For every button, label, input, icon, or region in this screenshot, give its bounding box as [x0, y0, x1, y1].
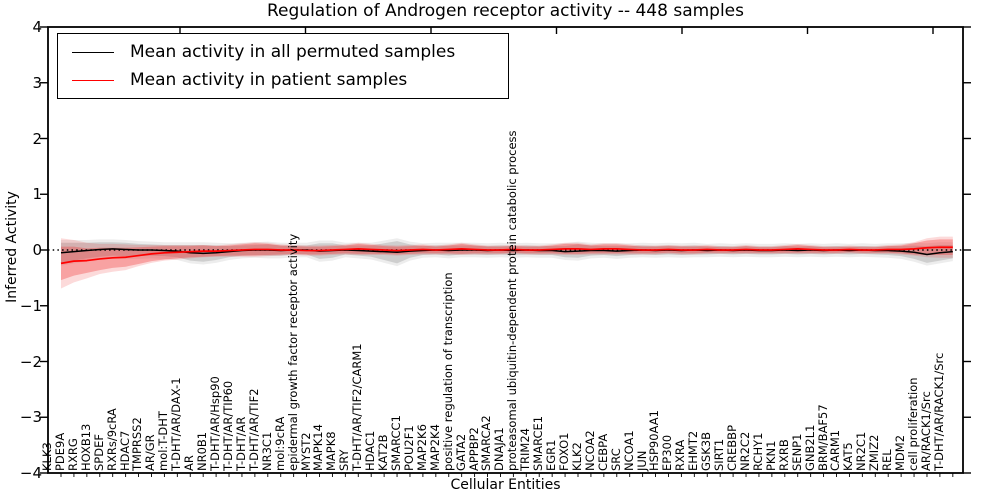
x-category-label: MAP2K6	[414, 424, 429, 471]
x-category-label: PDE9A	[52, 432, 67, 471]
x-category-label: RCHY1	[750, 432, 765, 471]
legend-label-patient: Mean activity in patient samples	[130, 70, 408, 90]
legend-item-patient: Mean activity in patient samples	[72, 70, 508, 90]
x-category-label: NCOA1	[621, 430, 636, 471]
y-tick-label: −2	[19, 352, 42, 371]
x-category-label: RXRB	[776, 439, 791, 471]
x-category-label: NR2C2	[737, 431, 752, 471]
legend-item-permuted: Mean activity in all permuted samples	[72, 42, 508, 62]
x-category-label: RXRG	[65, 438, 80, 471]
x-category-label: NCOA2	[582, 430, 597, 471]
x-category-label: GATA2	[453, 433, 468, 471]
x-category-label: POU2F1	[401, 425, 416, 471]
y-tick-label: 2	[32, 129, 42, 148]
x-category-label: positive regulation of transcription	[440, 272, 455, 471]
y-tick-label: 0	[32, 241, 42, 259]
y-tick-label: 1	[32, 185, 42, 204]
permuted-band-outer	[61, 238, 953, 267]
x-category-label: HOXB13	[78, 423, 93, 471]
x-category-label: T-DHT/AR	[233, 416, 248, 471]
x-category-label: AR/RACK1/Src	[918, 391, 933, 471]
y-tick-label: −3	[19, 408, 42, 427]
legend-label-permuted: Mean activity in all permuted samples	[130, 42, 456, 62]
x-category-label: MAP2K4	[427, 424, 442, 471]
x-category-label: mol:9cRA	[272, 416, 287, 471]
y-tick-label: 3	[32, 73, 42, 92]
x-category-label: KLK2	[569, 442, 584, 471]
legend: Mean activity in all permuted samples Me…	[57, 33, 509, 99]
x-category-label: T-DHT/AR/TIP60	[220, 380, 235, 471]
x-category-label: SENP1	[789, 433, 804, 471]
x-category-label: NR3C1	[259, 431, 274, 471]
permuted-band	[61, 241, 953, 264]
x-category-label: GNB2L1	[802, 424, 817, 471]
x-category-label: epidermal growth factor receptor activit…	[285, 233, 300, 471]
x-category-label: T-DHT/AR/TIF2	[246, 388, 261, 471]
legend-line-permuted-icon	[72, 51, 114, 53]
x-category-label: proteasomal ubiquitin-dependent protein …	[505, 130, 520, 471]
x-category-label: T-DHT/AR/RACK1/Src	[931, 352, 946, 471]
x-axis-label: Cellular Entities	[450, 477, 561, 493]
patient-mean-line	[60, 246, 953, 265]
chart-title: Regulation of Androgen receptor activity…	[267, 1, 744, 21]
x-category-label: SPDEF	[91, 434, 106, 471]
legend-line-patient-icon	[72, 79, 114, 81]
y-tick-label: −4	[19, 464, 42, 482]
y-tick-label: −1	[19, 296, 42, 315]
x-category-label: PKN1	[763, 440, 778, 471]
x-category-label: SRC	[608, 448, 623, 471]
x-category-label: CEBPA	[595, 433, 610, 471]
y-tick-label: 4	[32, 18, 42, 36]
x-category-label: RXRs/9cRA	[104, 408, 119, 471]
